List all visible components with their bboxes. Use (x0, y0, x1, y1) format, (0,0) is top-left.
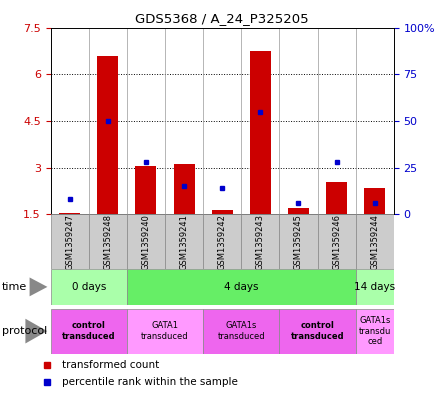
Text: control
transduced: control transduced (62, 321, 116, 341)
Text: time: time (2, 282, 27, 292)
Bar (59, 213, 80, 214)
Text: GSM1359246: GSM1359246 (332, 214, 341, 270)
Bar (51, 269, 127, 305)
Text: GATA1
transduced: GATA1 transduced (141, 321, 189, 341)
Text: GSM1359248: GSM1359248 (103, 214, 112, 270)
Bar (288, 208, 309, 214)
Bar (364, 188, 385, 214)
Text: GSM1359241: GSM1359241 (180, 214, 189, 270)
Bar (279, 214, 318, 269)
Bar (127, 214, 165, 269)
Bar (136, 166, 157, 214)
Bar (97, 55, 118, 214)
Text: control
transduced: control transduced (291, 321, 345, 341)
Text: GSM1359247: GSM1359247 (65, 214, 74, 270)
Text: transformed count: transformed count (62, 360, 160, 369)
Bar (174, 164, 194, 214)
Bar (250, 51, 271, 214)
Bar (51, 214, 89, 269)
Bar (326, 182, 347, 214)
Bar (127, 269, 356, 305)
Text: GSM1359243: GSM1359243 (256, 214, 265, 270)
Text: GSM1359245: GSM1359245 (294, 214, 303, 270)
Text: GATA1s
transdu
ced: GATA1s transdu ced (359, 316, 391, 346)
Bar (203, 309, 279, 354)
Bar (89, 214, 127, 269)
Bar (165, 214, 203, 269)
Text: 0 days: 0 days (72, 282, 106, 292)
Bar (203, 214, 241, 269)
Polygon shape (26, 319, 47, 343)
Bar (51, 309, 127, 354)
Bar (127, 309, 203, 354)
Text: 4 days: 4 days (224, 282, 259, 292)
Text: percentile rank within the sample: percentile rank within the sample (62, 377, 238, 387)
Bar (356, 269, 394, 305)
Bar (356, 214, 394, 269)
Bar (279, 309, 356, 354)
Title: GDS5368 / A_24_P325205: GDS5368 / A_24_P325205 (136, 12, 309, 25)
Text: GSM1359242: GSM1359242 (218, 214, 227, 270)
Text: GATA1s
transduced: GATA1s transduced (217, 321, 265, 341)
Text: protocol: protocol (2, 326, 48, 336)
Polygon shape (29, 277, 48, 296)
Text: GSM1359240: GSM1359240 (141, 214, 150, 270)
Bar (212, 209, 233, 214)
Bar (241, 214, 279, 269)
Text: GSM1359244: GSM1359244 (370, 214, 379, 270)
Text: 14 days: 14 days (354, 282, 395, 292)
Bar (356, 309, 394, 354)
Bar (318, 214, 356, 269)
